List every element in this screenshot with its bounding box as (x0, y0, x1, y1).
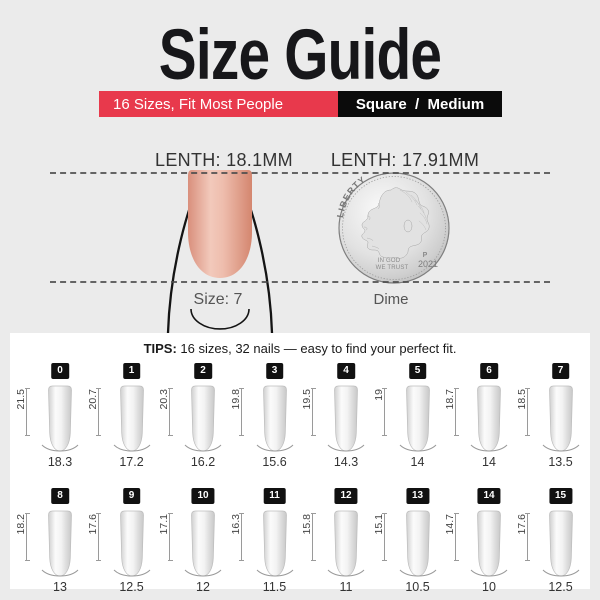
svg-text:2021: 2021 (418, 259, 438, 269)
svg-text:P: P (423, 252, 428, 259)
svg-text:IN GOD: IN GOD (378, 258, 401, 264)
svg-text:WE TRUST: WE TRUST (376, 265, 409, 271)
